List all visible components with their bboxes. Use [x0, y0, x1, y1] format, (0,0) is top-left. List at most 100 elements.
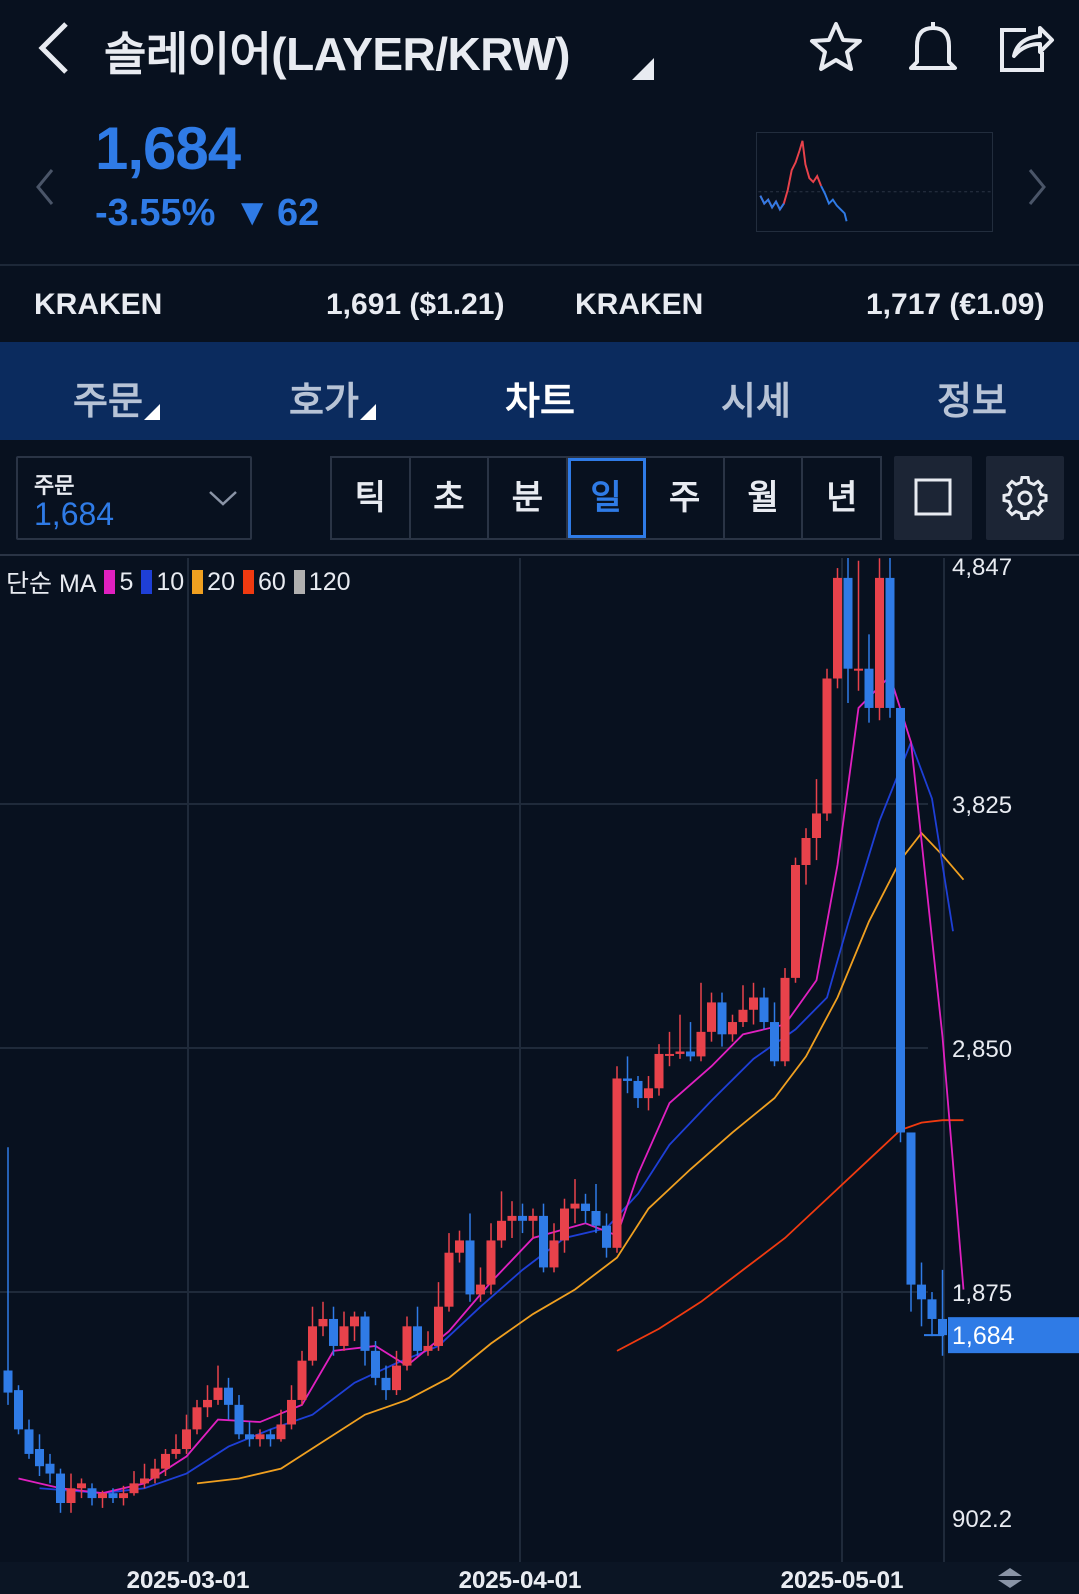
candle-body: [66, 1488, 76, 1504]
candle-body: [360, 1316, 370, 1351]
candle: [633, 1076, 643, 1108]
mini-chart[interactable]: [756, 132, 993, 232]
candle: [570, 1179, 580, 1224]
y-tick-label: 3,825: [952, 792, 1012, 819]
chevron-left-icon[interactable]: [30, 18, 80, 78]
candle: [434, 1282, 443, 1351]
candle: [665, 1031, 674, 1067]
candle-body: [444, 1252, 454, 1307]
candle: [245, 1422, 254, 1447]
candle: [318, 1301, 328, 1337]
period-day[interactable]: 일: [567, 458, 647, 538]
candle-body: [738, 1009, 748, 1023]
candle: [150, 1458, 160, 1484]
exchange-value: 1,717 (€1.09): [866, 288, 1045, 321]
candle: [602, 1213, 611, 1258]
period-year[interactable]: 년: [826, 479, 858, 517]
square-icon: [914, 478, 952, 516]
tab-label: 시세: [721, 381, 791, 423]
candlestick-chart[interactable]: 4,847 3,825 2,850 1,875 902.2 2025-03-01 2025-…: [0, 545, 1079, 1594]
candle: [392, 1350, 401, 1396]
current-price-tag: [948, 1317, 1079, 1354]
candle-body: [843, 577, 853, 669]
candle: [308, 1306, 317, 1366]
candle-body: [276, 1424, 286, 1440]
period-month[interactable]: 월: [725, 458, 804, 538]
period-minute[interactable]: 분: [489, 458, 568, 538]
page-title[interactable]: 솔레이어(LAYER/KRW): [104, 28, 570, 80]
change-amount: 62: [277, 192, 320, 234]
next-coin-icon[interactable]: [1022, 162, 1052, 212]
candle-body: [213, 1387, 223, 1400]
candle-body: [150, 1468, 160, 1479]
dropdown-triangle-icon[interactable]: [632, 58, 654, 80]
candle: [927, 1291, 937, 1337]
x-tick-label: 2025-05-01: [781, 1567, 904, 1594]
period-second[interactable]: 초: [411, 458, 490, 538]
share-icon[interactable]: [996, 18, 1056, 78]
scroll-handle-up: [998, 1568, 1022, 1576]
chart-canvas[interactable]: 4,847 3,825 2,850 1,875 902.2 2025-03-01 2025-…: [0, 545, 1079, 1594]
candle: [444, 1233, 454, 1312]
tab-chart[interactable]: 차트: [460, 370, 620, 425]
candle: [360, 1311, 370, 1366]
candle-body: [423, 1345, 433, 1351]
candle-body: [770, 1022, 779, 1062]
bell-icon[interactable]: [903, 18, 963, 78]
candle-body: [560, 1208, 569, 1241]
candle-body: [266, 1434, 275, 1440]
candle: [675, 1014, 685, 1059]
tab-orderbook[interactable]: 호가: [244, 370, 404, 425]
candle: [24, 1419, 34, 1459]
order-select-label: 주문: [34, 473, 75, 498]
candle: [455, 1230, 464, 1263]
candle-body: [665, 1053, 674, 1056]
candle: [864, 634, 874, 723]
star-icon[interactable]: [806, 18, 866, 78]
candle: [822, 668, 832, 821]
candle-body: [234, 1404, 244, 1435]
tab-label: 주문: [73, 381, 143, 423]
scroll-handle-icon: [998, 1568, 1022, 1588]
drawing-tool-button[interactable]: [894, 456, 972, 540]
tab-info[interactable]: 정보: [892, 370, 1052, 425]
candle-body: [255, 1434, 265, 1440]
candle-body: [780, 977, 790, 1062]
candle: [276, 1409, 286, 1442]
candle: [108, 1488, 118, 1504]
candle-body: [549, 1240, 559, 1268]
legend-label: 120: [308, 567, 351, 596]
candle: [801, 828, 811, 885]
tab-order[interactable]: 주문: [28, 370, 188, 425]
candle-body: [318, 1318, 328, 1327]
order-select-value: 1,684: [34, 496, 115, 532]
candle: [539, 1203, 548, 1273]
candle: [423, 1331, 433, 1356]
candle-body: [45, 1463, 55, 1474]
candle-body: [297, 1360, 307, 1400]
order-select[interactable]: 주문 1,684: [16, 456, 252, 540]
candle-body: [864, 668, 874, 708]
candle: [591, 1183, 601, 1234]
candle: [717, 992, 727, 1047]
legend-label: 20: [207, 567, 235, 596]
ma-legend[interactable]: 단순 MA 5 10 20 60 120: [6, 564, 353, 600]
tab-market-price[interactable]: 시세: [676, 370, 836, 425]
candle-body: [528, 1215, 538, 1221]
x-tick-label: 2025-03-01: [127, 1567, 250, 1594]
candle-body: [3, 1370, 13, 1393]
period-tick[interactable]: 틱: [332, 458, 411, 538]
prev-coin-icon[interactable]: [30, 162, 60, 212]
candle-body: [927, 1299, 937, 1319]
candle-body: [171, 1449, 181, 1454]
legend-prefix: 단순 MA: [6, 570, 97, 598]
top-bar: 솔레이어(LAYER/KRW): [0, 0, 1079, 100]
candle-body: [87, 1488, 97, 1499]
chart-settings-button[interactable]: [986, 456, 1064, 540]
main-tabs: 주문 호가 차트 시세 정보: [0, 342, 1079, 440]
candle: [329, 1306, 338, 1356]
candle: [45, 1453, 55, 1484]
change-percent: -3.55%: [95, 192, 216, 234]
current-price-label: 1,684: [952, 1322, 1015, 1350]
period-week[interactable]: 주: [646, 458, 725, 538]
